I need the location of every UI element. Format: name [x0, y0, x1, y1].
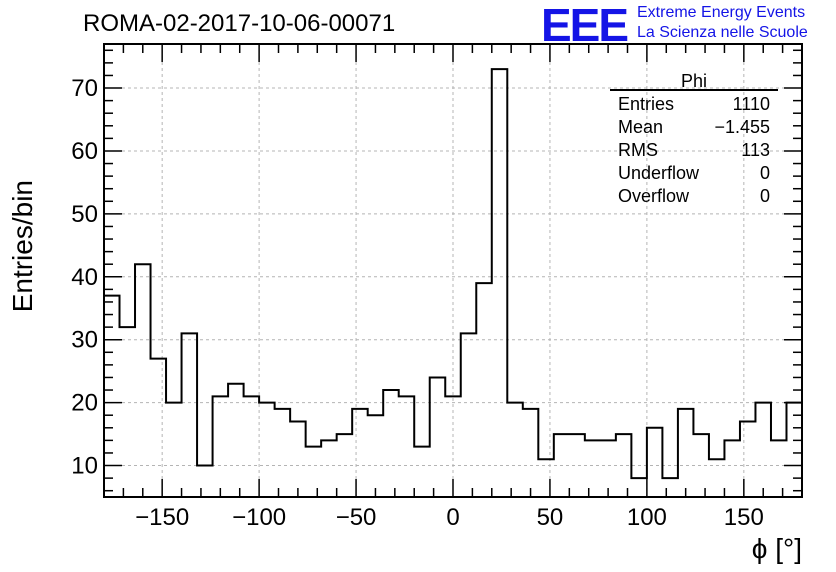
- y-tick-label: 60: [71, 138, 98, 165]
- y-tick-labels: 10 20 30 40 50 60 70: [71, 75, 98, 480]
- stats-row-value: 1110: [733, 94, 770, 114]
- run-title: ROMA-02-2017-10-06-00071: [83, 10, 396, 37]
- stats-row-value: 0: [760, 163, 770, 183]
- stats-row-label: Mean: [618, 117, 663, 137]
- brand-line-1: Extreme Energy Events: [637, 4, 806, 21]
- stats-row-label: Underflow: [618, 163, 700, 183]
- stats-row-value: 0: [760, 186, 770, 206]
- y-tick-label: 40: [71, 264, 98, 291]
- x-tick-label: −150: [135, 504, 189, 531]
- x-axis-label: ϕ [°]: [752, 533, 802, 564]
- stats-row-label: Overflow: [618, 186, 690, 206]
- x-tick-label: 50: [537, 504, 564, 531]
- axis-ticks: [104, 44, 802, 497]
- stats-box-name: Phi: [681, 71, 707, 91]
- stats-row-label: RMS: [618, 140, 658, 160]
- grid-lines: [104, 44, 802, 497]
- x-tick-labels: −150 −100 −50 0 50 100 150: [135, 504, 764, 531]
- stats-row-value: −1.455: [714, 117, 770, 137]
- x-tick-label: −100: [232, 504, 286, 531]
- y-tick-label: 50: [71, 201, 98, 228]
- y-tick-label: 30: [71, 327, 98, 354]
- stats-row-value: 113: [741, 140, 770, 160]
- x-tick-label: 0: [446, 504, 459, 531]
- stats-box: Phi Entries 1110 Mean −1.455 RMS 113 Underflow…: [610, 71, 778, 206]
- y-tick-label: 10: [71, 453, 98, 480]
- x-tick-label: 150: [724, 504, 764, 531]
- brand-line-2: La Scienza nelle Scuole: [637, 24, 808, 41]
- y-tick-label: 70: [71, 75, 98, 102]
- x-tick-label: 100: [627, 504, 667, 531]
- x-tick-label: −50: [336, 504, 377, 531]
- eee-logo: EEE: [541, 0, 629, 51]
- histogram-series: [104, 68, 803, 480]
- y-tick-label: 20: [71, 390, 98, 417]
- y-axis-label: Entries/bin: [7, 180, 38, 312]
- stats-row-label: Entries: [618, 94, 674, 114]
